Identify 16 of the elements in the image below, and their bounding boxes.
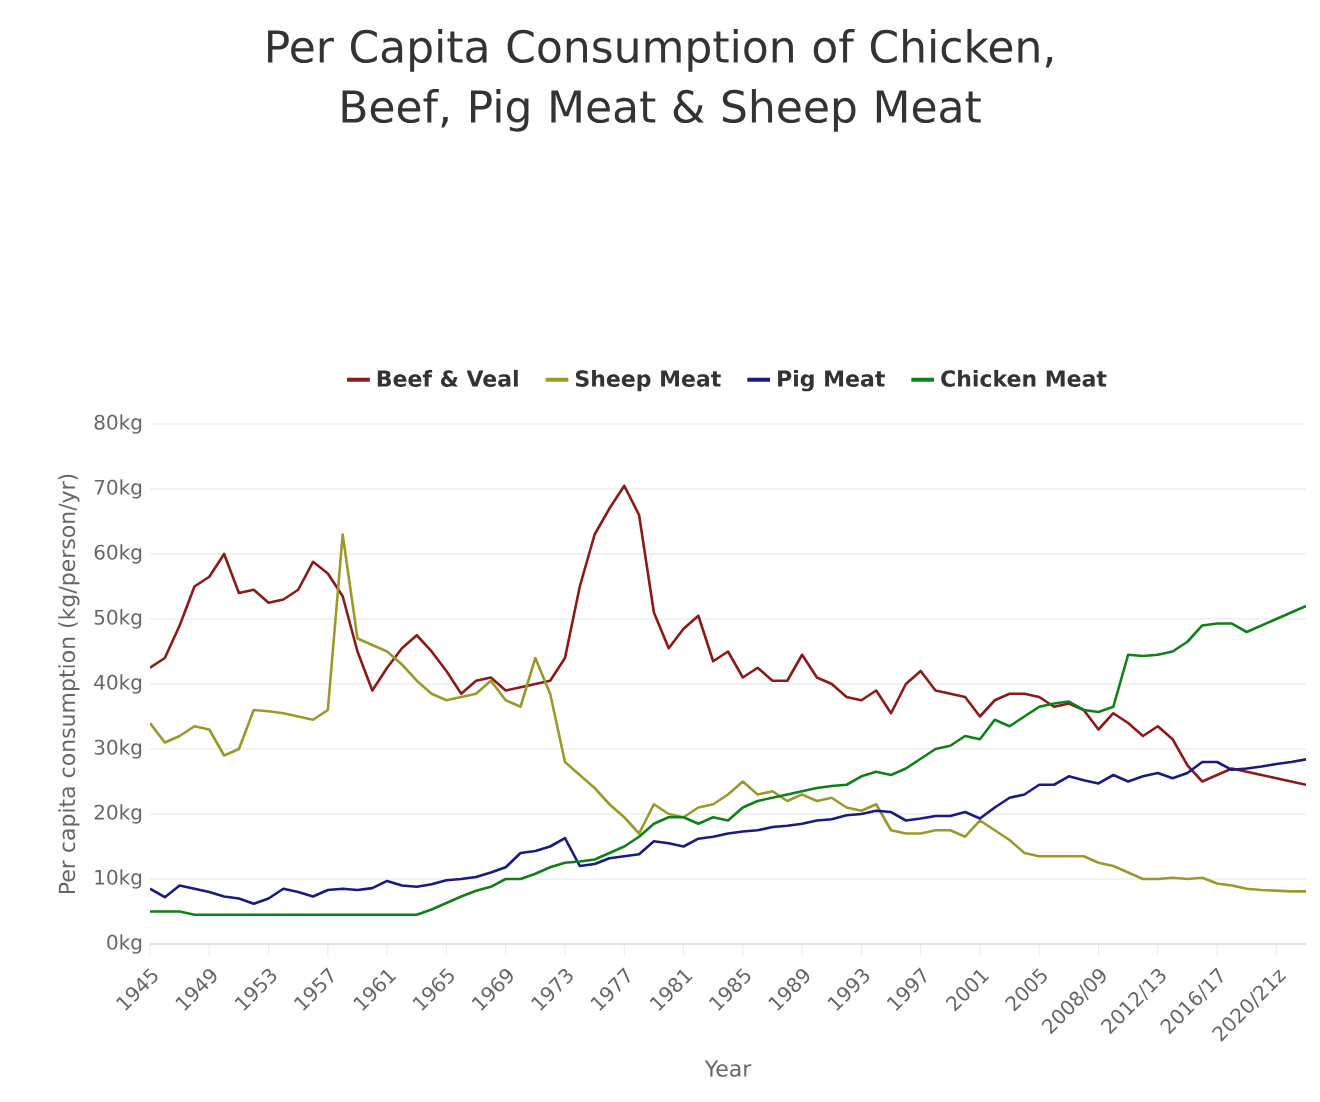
legend-label: Sheep Meat [575,369,721,392]
y-tick-label: 30kg [94,739,142,759]
y-tick-label: 60kg [94,544,142,564]
y-tick-label: 70kg [94,479,142,499]
y-tick-label: 40kg [94,674,142,694]
chart-title: Per Capita Consumption of Chicken, Beef, Pig Meat & Sheep Meat [268,29,1053,132]
y-tick-label: 80kg [94,414,142,434]
legend-label: Pig Meat [778,369,885,392]
y-tick-label: 20kg [94,804,142,824]
y-tick-label: 50kg [94,609,142,629]
y-axis-title: Per capita consumption (kg/person/yr) [58,474,80,894]
x-axis-title: Year [704,1060,752,1077]
legend-label: Chicken Meat [941,369,1107,387]
legend-label: Beef & Veal [377,369,518,387]
y-tick-label: 0kg [107,934,142,954]
y-tick-label: 10kg [95,869,142,889]
